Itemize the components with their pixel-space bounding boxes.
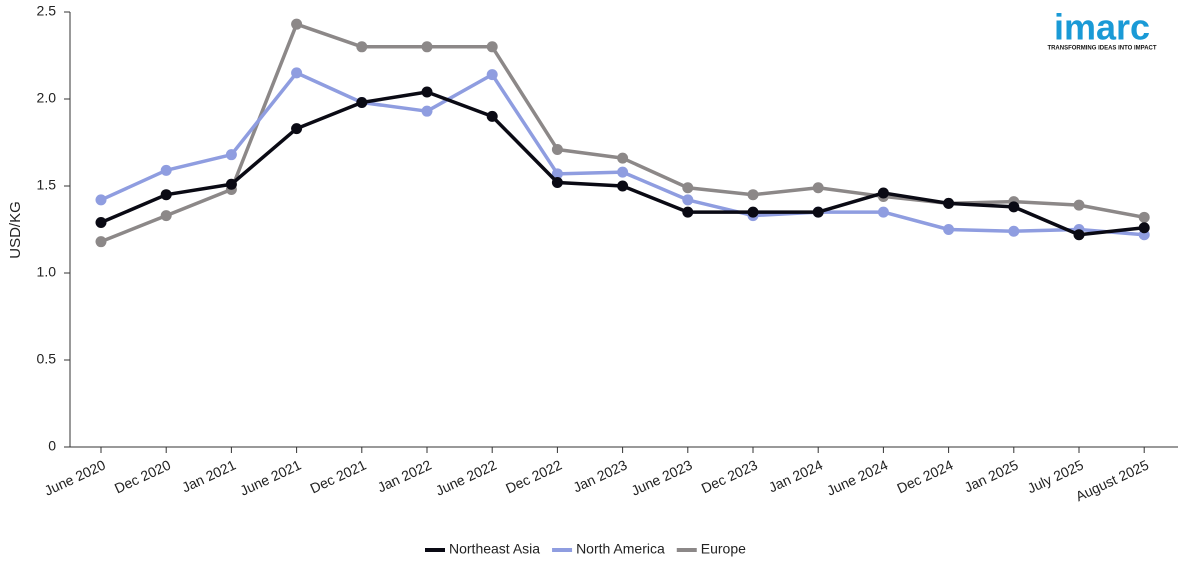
x-tick-label: June 2024	[824, 456, 890, 498]
y-tick-label: 1.5	[37, 177, 57, 193]
point	[1138, 211, 1150, 223]
point	[747, 189, 759, 201]
x-tick-label: Dec 2022	[503, 456, 564, 496]
point	[747, 206, 759, 218]
point	[877, 187, 889, 199]
y-tick-label: 2.0	[37, 90, 57, 106]
point	[682, 194, 694, 206]
x-tick-label: Dec 2023	[699, 456, 760, 496]
point	[291, 123, 303, 135]
line	[100, 22, 1145, 244]
legend-label: Europe	[701, 541, 746, 557]
point	[225, 149, 237, 161]
y-tick-label: 0	[48, 438, 56, 454]
point	[1073, 229, 1085, 241]
x-tick-label: Dec 2024	[894, 456, 955, 496]
x-tick-label: Jan 2023	[570, 456, 629, 495]
point	[943, 197, 955, 209]
logo-tagline: TRANSFORMING IDEAS INTO IMPACT	[1047, 46, 1156, 52]
point	[291, 18, 303, 30]
point	[1008, 201, 1020, 213]
point	[486, 110, 498, 122]
point	[1008, 225, 1020, 237]
point	[812, 182, 824, 194]
point	[551, 168, 563, 180]
point	[291, 67, 303, 79]
point	[421, 105, 433, 117]
x-tick-label: Jan 2022	[375, 456, 434, 495]
x-tick-label: Dec 2020	[112, 456, 173, 496]
x-tick-label: June 2020	[42, 456, 108, 498]
point	[421, 86, 433, 98]
point	[943, 224, 955, 235]
point	[617, 152, 629, 164]
point	[682, 206, 694, 218]
y-tick-label: 0.5	[37, 351, 57, 367]
point	[356, 96, 368, 108]
x-tick-label: June 2022	[433, 456, 499, 498]
x-tick-label: August 2025	[1073, 456, 1151, 504]
legend-label: Northeast Asia	[449, 541, 540, 557]
point	[95, 194, 107, 206]
y-tick-label: 1.0	[37, 264, 57, 280]
point	[617, 166, 629, 178]
logo: imarc	[1054, 7, 1150, 48]
point	[160, 164, 172, 176]
x-tick-label: Jan 2021	[179, 456, 238, 495]
legend-label: North America	[576, 541, 665, 557]
point	[160, 210, 172, 222]
point	[160, 189, 172, 201]
point	[225, 178, 237, 190]
x-tick-label: Dec 2021	[308, 456, 369, 496]
x-tick-label: Jan 2024	[766, 456, 825, 495]
point	[95, 217, 107, 229]
point	[486, 41, 498, 53]
point	[421, 41, 433, 53]
x-tick-label: June 2021	[237, 456, 303, 498]
point	[1073, 199, 1085, 211]
point	[551, 143, 563, 155]
point	[812, 206, 824, 218]
y-tick-label: 2.5	[37, 3, 57, 19]
x-tick-label: Jan 2025	[962, 456, 1021, 495]
x-tick-label: June 2023	[629, 456, 695, 498]
point	[1138, 222, 1150, 234]
y-axis-label: USD/KG	[7, 201, 24, 259]
point	[356, 41, 368, 53]
point	[551, 177, 563, 189]
point	[682, 182, 694, 194]
point	[486, 69, 498, 81]
point	[617, 180, 629, 192]
point	[877, 206, 889, 218]
point	[95, 236, 107, 248]
